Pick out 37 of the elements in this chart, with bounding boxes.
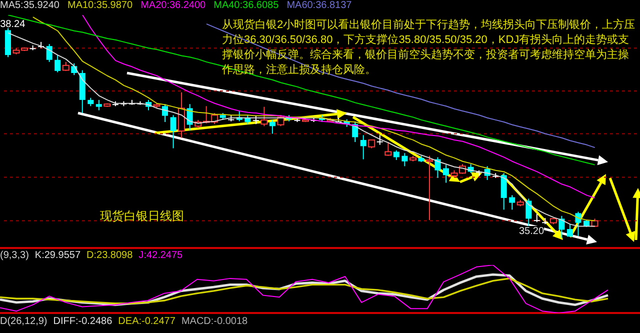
candlestick — [384, 142, 392, 156]
candlestick — [426, 155, 433, 221]
candlestick — [434, 156, 441, 178]
text: DEA:-0.2477 — [118, 316, 176, 329]
text: D:23.8098 — [86, 250, 133, 261]
text: J:42.2475 — [138, 250, 183, 261]
text: MACD:-0.0018 — [181, 316, 248, 329]
text: D(26,12,9) — [0, 316, 48, 329]
text: MA60:36.8137 — [286, 0, 352, 12]
candlestick — [170, 114, 176, 149]
text: DIFF:-0.2486 — [53, 316, 112, 329]
candlestick — [376, 134, 383, 146]
text: MA10:35.9870 — [68, 0, 133, 12]
candlestick — [526, 198, 532, 228]
candlestick — [54, 54, 61, 73]
annotation: 38.24 — [0, 19, 26, 30]
candlestick — [402, 152, 408, 167]
candlestick — [500, 172, 507, 210]
candlestick — [360, 134, 366, 160]
text: K:29.9557 — [34, 250, 81, 261]
candlestick — [393, 150, 400, 160]
candlestick — [46, 43, 52, 62]
candlestick — [575, 211, 582, 236]
candlestick — [162, 104, 168, 123]
text: MA40:36.6085 — [214, 0, 279, 12]
annotation: 35.20 — [519, 226, 544, 238]
candlestick — [442, 164, 449, 184]
candlestick — [178, 92, 186, 138]
chart-title: (9,3,3) — [0, 250, 29, 261]
candlestick — [269, 119, 276, 134]
candlestick — [96, 99, 102, 111]
text: MA5:35.9240 — [0, 0, 60, 12]
text: MA20:36.2400 — [140, 0, 206, 12]
candlestick — [260, 106, 268, 127]
annotation: 现货白银日线图 — [100, 208, 184, 225]
candlestick — [509, 194, 516, 210]
candlestick — [566, 224, 573, 238]
